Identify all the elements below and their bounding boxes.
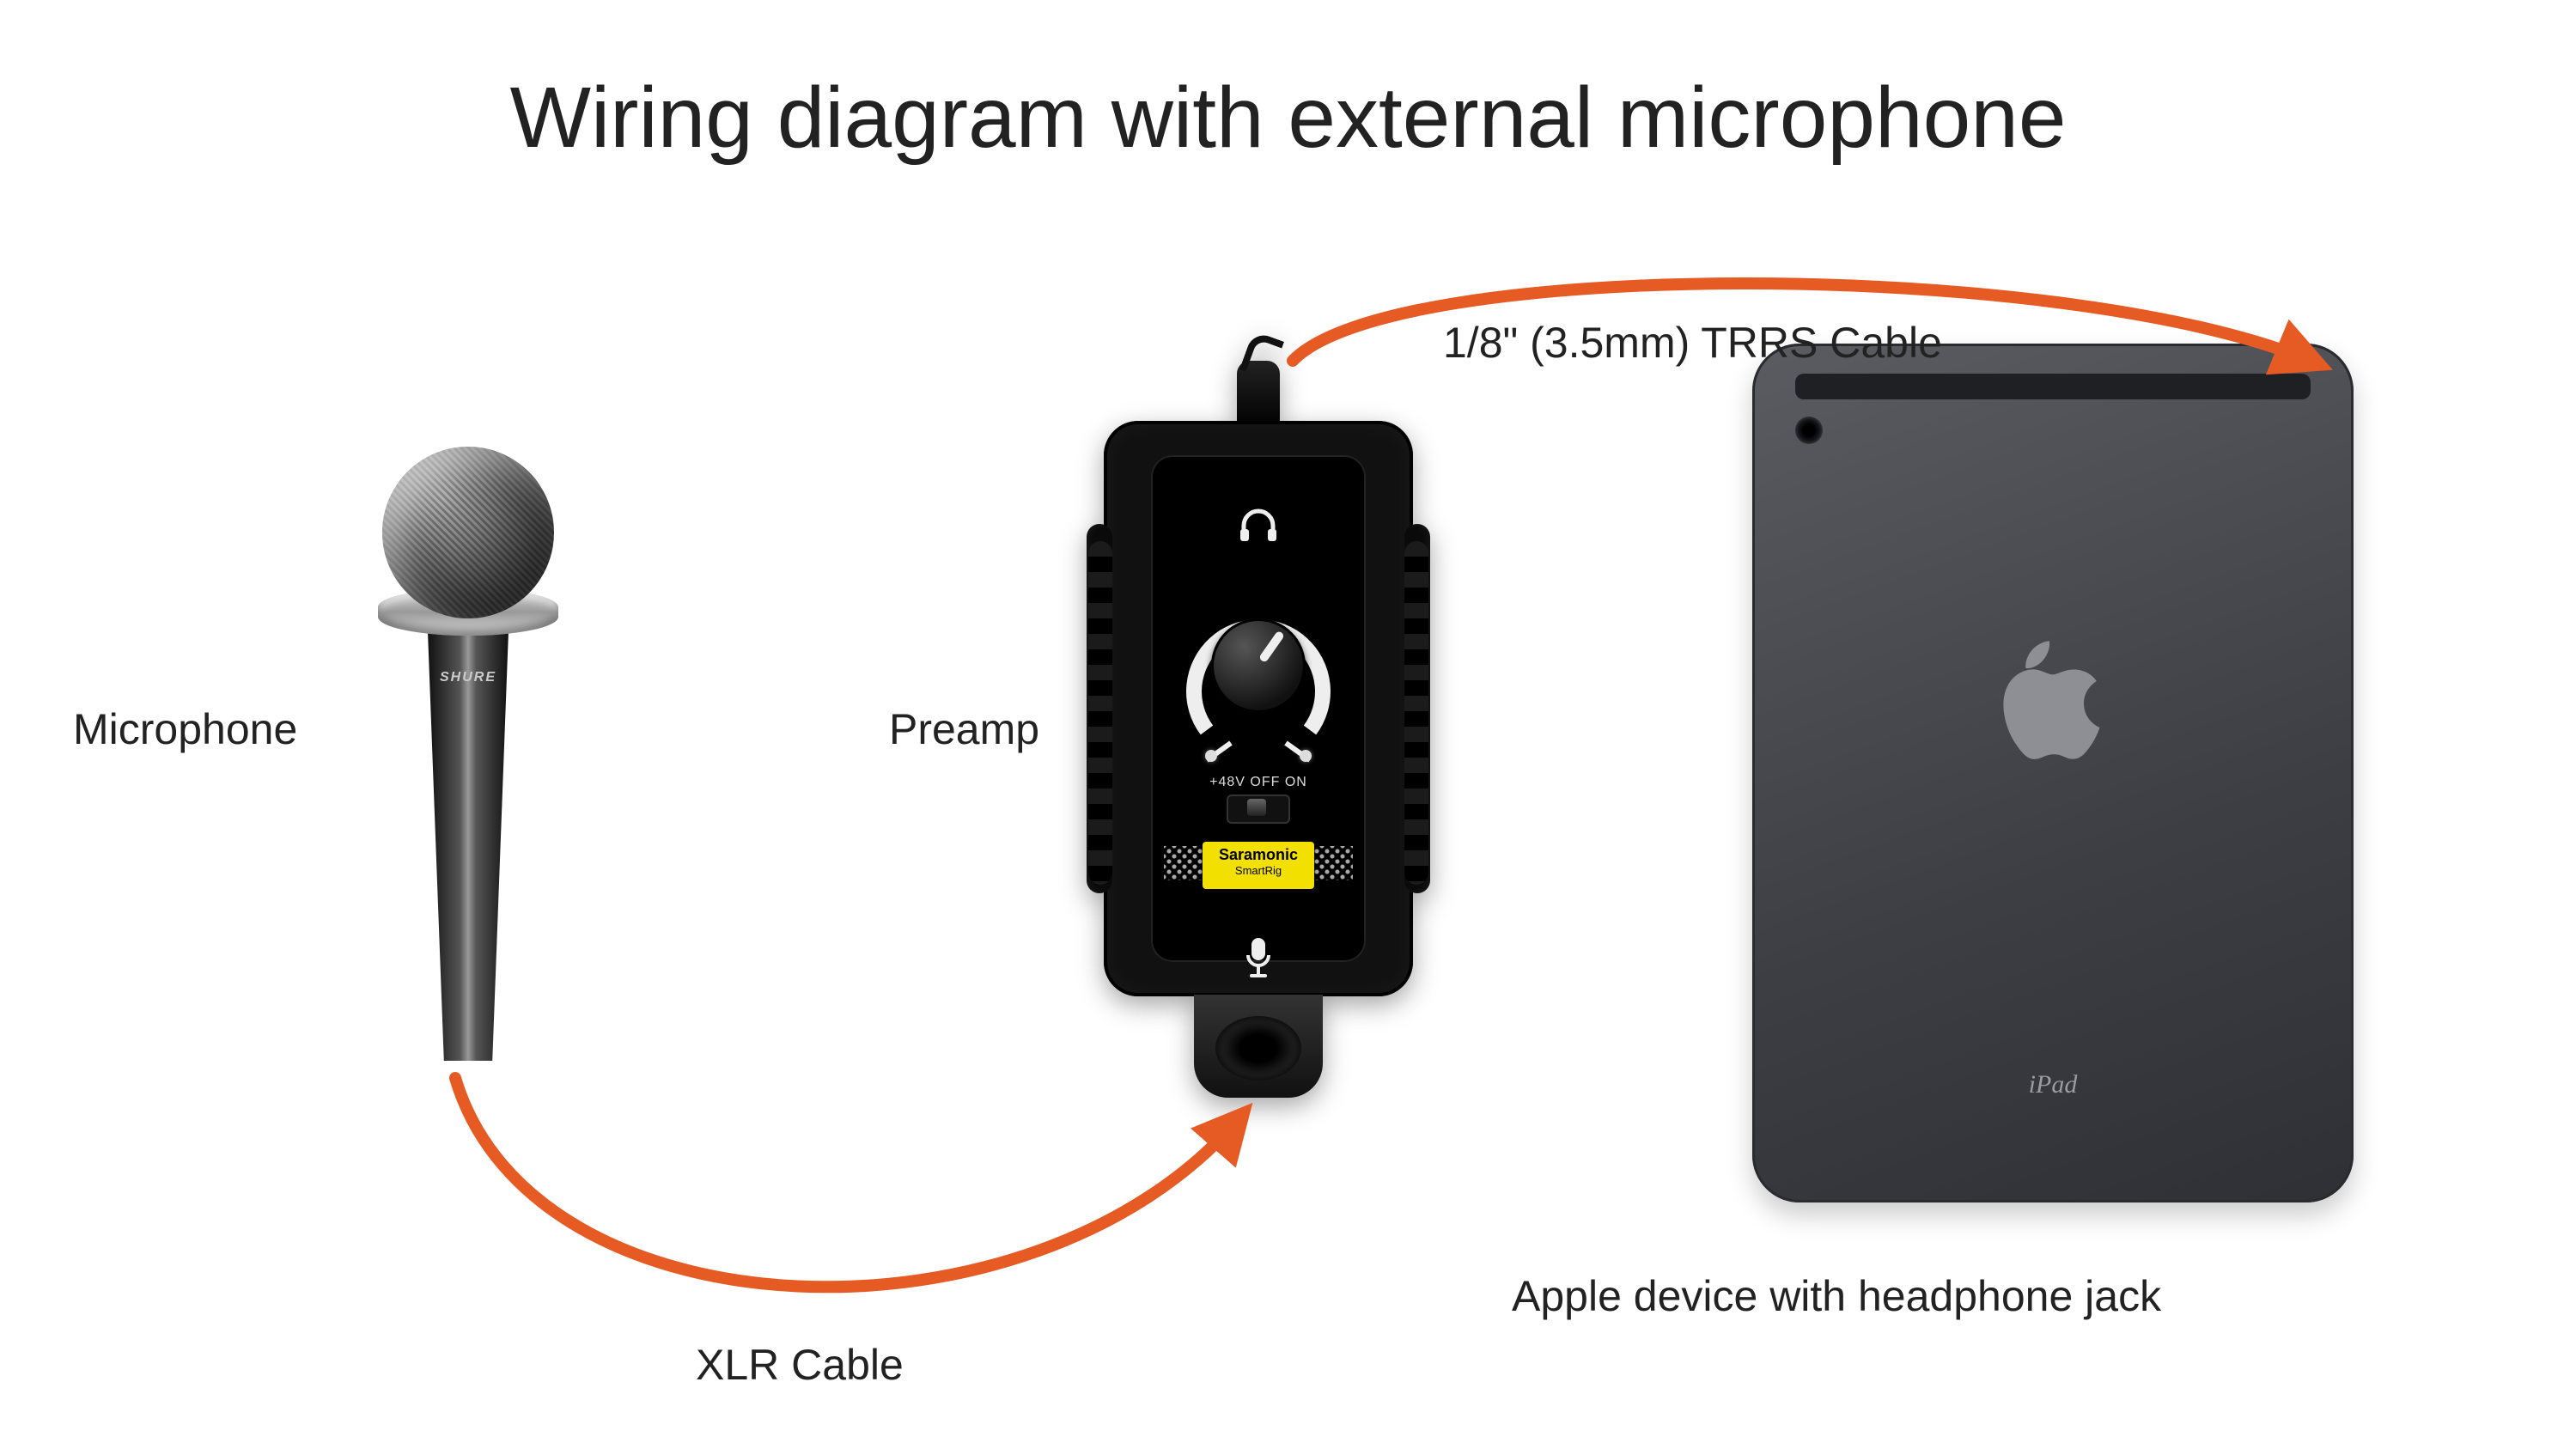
preamp-xlr-input — [1194, 995, 1323, 1098]
preamp-node: +48V OFF ON Saramonic SmartRig — [1104, 421, 1413, 1108]
microphone-label: Microphone — [73, 704, 297, 754]
preamp-brand-label: Saramonic SmartRig — [1203, 842, 1314, 889]
xlr-cable-label: XLR Cable — [696, 1340, 904, 1390]
phantom-power-switch — [1227, 795, 1290, 824]
diagram-canvas: Wiring diagram with external microphone … — [0, 0, 2576, 1449]
led-indicator-right — [1300, 750, 1312, 762]
device-camera — [1795, 417, 1823, 444]
led-indicator-left — [1205, 750, 1217, 762]
apple-device-node: iPad — [1752, 344, 2354, 1202]
preamp-grip-left — [1088, 541, 1112, 885]
apple-logo-icon — [1997, 636, 2109, 773]
headphones-icon — [1237, 507, 1280, 541]
preamp-output-cable — [1237, 361, 1280, 429]
page-title: Wiring diagram with external microphone — [0, 69, 2576, 167]
microphone-node: SHURE — [378, 447, 558, 1065]
microphone-grille — [382, 447, 554, 618]
preamp-label: Preamp — [889, 704, 1039, 754]
preamp-grip-right — [1404, 541, 1428, 885]
preamp-face: +48V OFF ON Saramonic SmartRig — [1151, 455, 1366, 962]
trrs-cable-label: 1/8" (3.5mm) TRRS Cable — [1443, 318, 1942, 368]
gain-knob — [1172, 610, 1344, 782]
microphone-brand: SHURE — [429, 670, 507, 685]
xlr-cable-arrow — [455, 1078, 1237, 1287]
phantom-power-label: +48V OFF ON — [1151, 775, 1366, 790]
device-model-text: iPad — [1752, 1070, 2354, 1099]
apple-device-label: Apple device with headphone jack — [1512, 1271, 2161, 1321]
microphone-icon — [1243, 936, 1274, 979]
microphone-body — [428, 631, 509, 1061]
device-antenna-band — [1795, 374, 2311, 399]
